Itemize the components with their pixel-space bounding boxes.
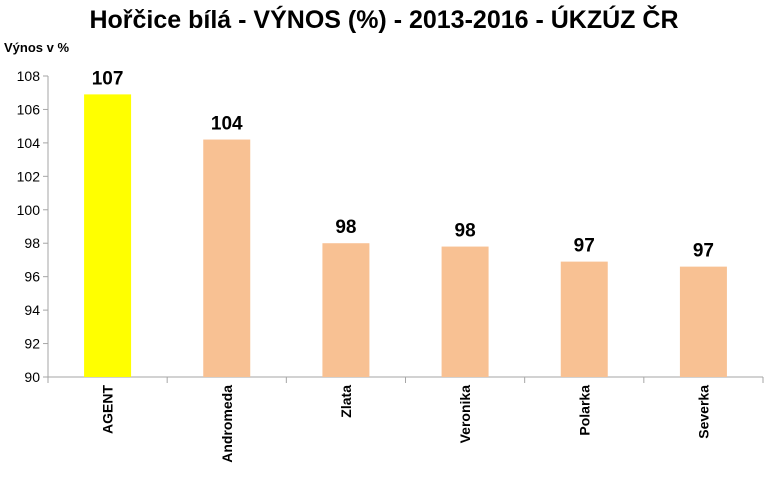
category-label: Polarka (576, 385, 592, 436)
bar-veronika (441, 246, 489, 377)
data-label: 104 (211, 114, 243, 135)
bar-andromeda (203, 139, 251, 377)
category-label: AGENT (100, 385, 116, 434)
bar-agent (84, 94, 132, 378)
y-tick-label: 96 (24, 269, 40, 285)
bar-zlata (322, 243, 370, 377)
y-tick-label: 98 (24, 235, 40, 251)
y-tick-label: 92 (24, 336, 40, 352)
category-label: Andromeda (219, 385, 235, 463)
y-axis-label: Výnos v % (4, 40, 70, 55)
data-label: 97 (693, 241, 714, 262)
y-tick-label: 90 (24, 369, 40, 385)
y-tick-label: 102 (17, 168, 41, 184)
category-label: Zlata (338, 385, 354, 418)
data-label: 98 (455, 221, 476, 242)
y-tick-label: 108 (17, 68, 41, 84)
bar-polarka (560, 261, 608, 377)
y-tick-label: 100 (17, 202, 41, 218)
data-label: 97 (574, 236, 595, 257)
category-label: Severka (695, 385, 711, 439)
y-tick-label: 94 (24, 302, 40, 318)
data-label: 107 (92, 68, 124, 89)
data-label: 98 (335, 217, 356, 238)
chart-title: Hořčice bílá - VÝNOS (%) - 2013-2016 - Ú… (89, 6, 679, 34)
category-label: Veronika (457, 385, 473, 444)
y-tick-label: 104 (17, 135, 41, 151)
y-tick-label: 106 (17, 101, 41, 117)
bar-severka (679, 266, 727, 377)
